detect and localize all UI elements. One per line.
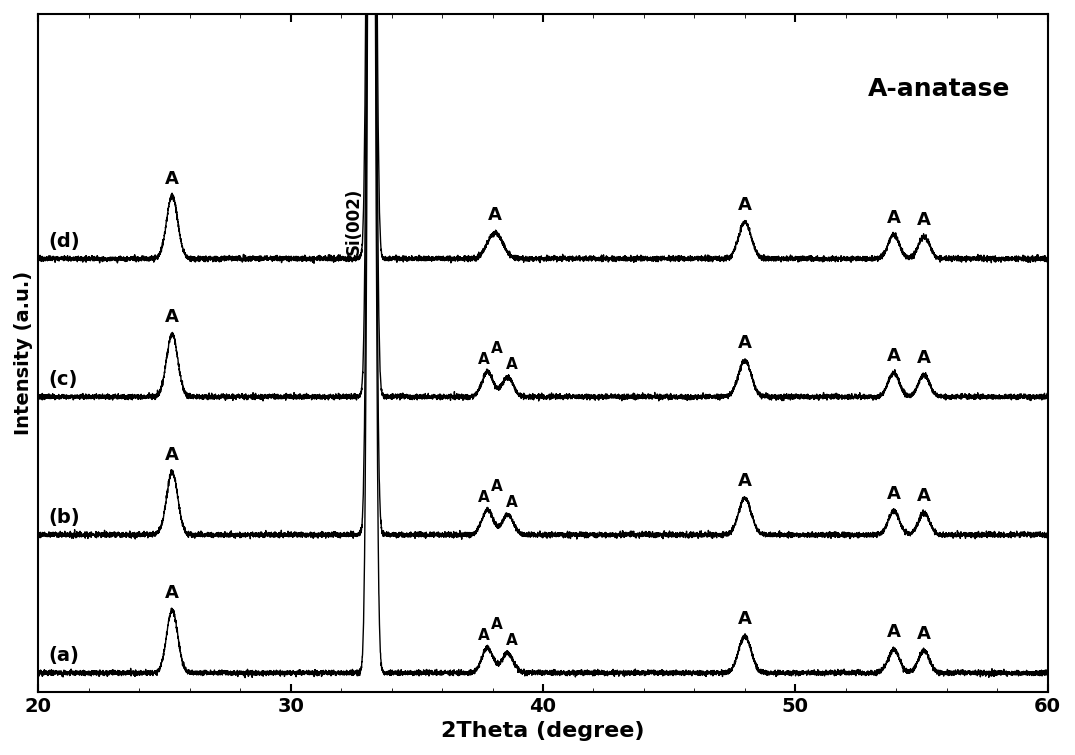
X-axis label: 2Theta (degree): 2Theta (degree) (441, 721, 645, 741)
Text: A: A (917, 349, 931, 367)
Text: A: A (505, 356, 517, 371)
Text: A: A (478, 627, 489, 643)
Text: (a): (a) (48, 646, 80, 665)
Text: A: A (490, 341, 502, 356)
Text: A: A (505, 633, 517, 648)
Text: A: A (887, 347, 901, 365)
Text: A: A (478, 490, 489, 504)
Text: A: A (166, 170, 180, 188)
Text: A: A (917, 211, 931, 229)
Text: A: A (488, 206, 502, 224)
Text: A: A (887, 208, 901, 226)
Text: A: A (166, 446, 180, 464)
Text: A: A (166, 584, 180, 602)
Text: A: A (490, 617, 502, 632)
Text: A: A (737, 472, 751, 490)
Y-axis label: Intensity (a.u.): Intensity (a.u.) (14, 271, 33, 435)
Text: A: A (478, 352, 489, 367)
Text: A: A (166, 308, 180, 326)
Text: A: A (737, 610, 751, 628)
Text: A: A (917, 624, 931, 643)
Text: A: A (505, 495, 517, 510)
Text: A-anatase: A-anatase (868, 77, 1009, 100)
Text: Si(002): Si(002) (345, 187, 362, 254)
Text: A: A (737, 334, 751, 352)
Text: A: A (737, 196, 751, 214)
Text: A: A (887, 485, 901, 503)
Text: (c): (c) (48, 370, 77, 389)
Text: (d): (d) (48, 232, 81, 251)
Text: (b): (b) (48, 508, 81, 527)
Text: A: A (917, 487, 931, 504)
Text: A: A (887, 623, 901, 641)
Text: A: A (490, 479, 502, 494)
